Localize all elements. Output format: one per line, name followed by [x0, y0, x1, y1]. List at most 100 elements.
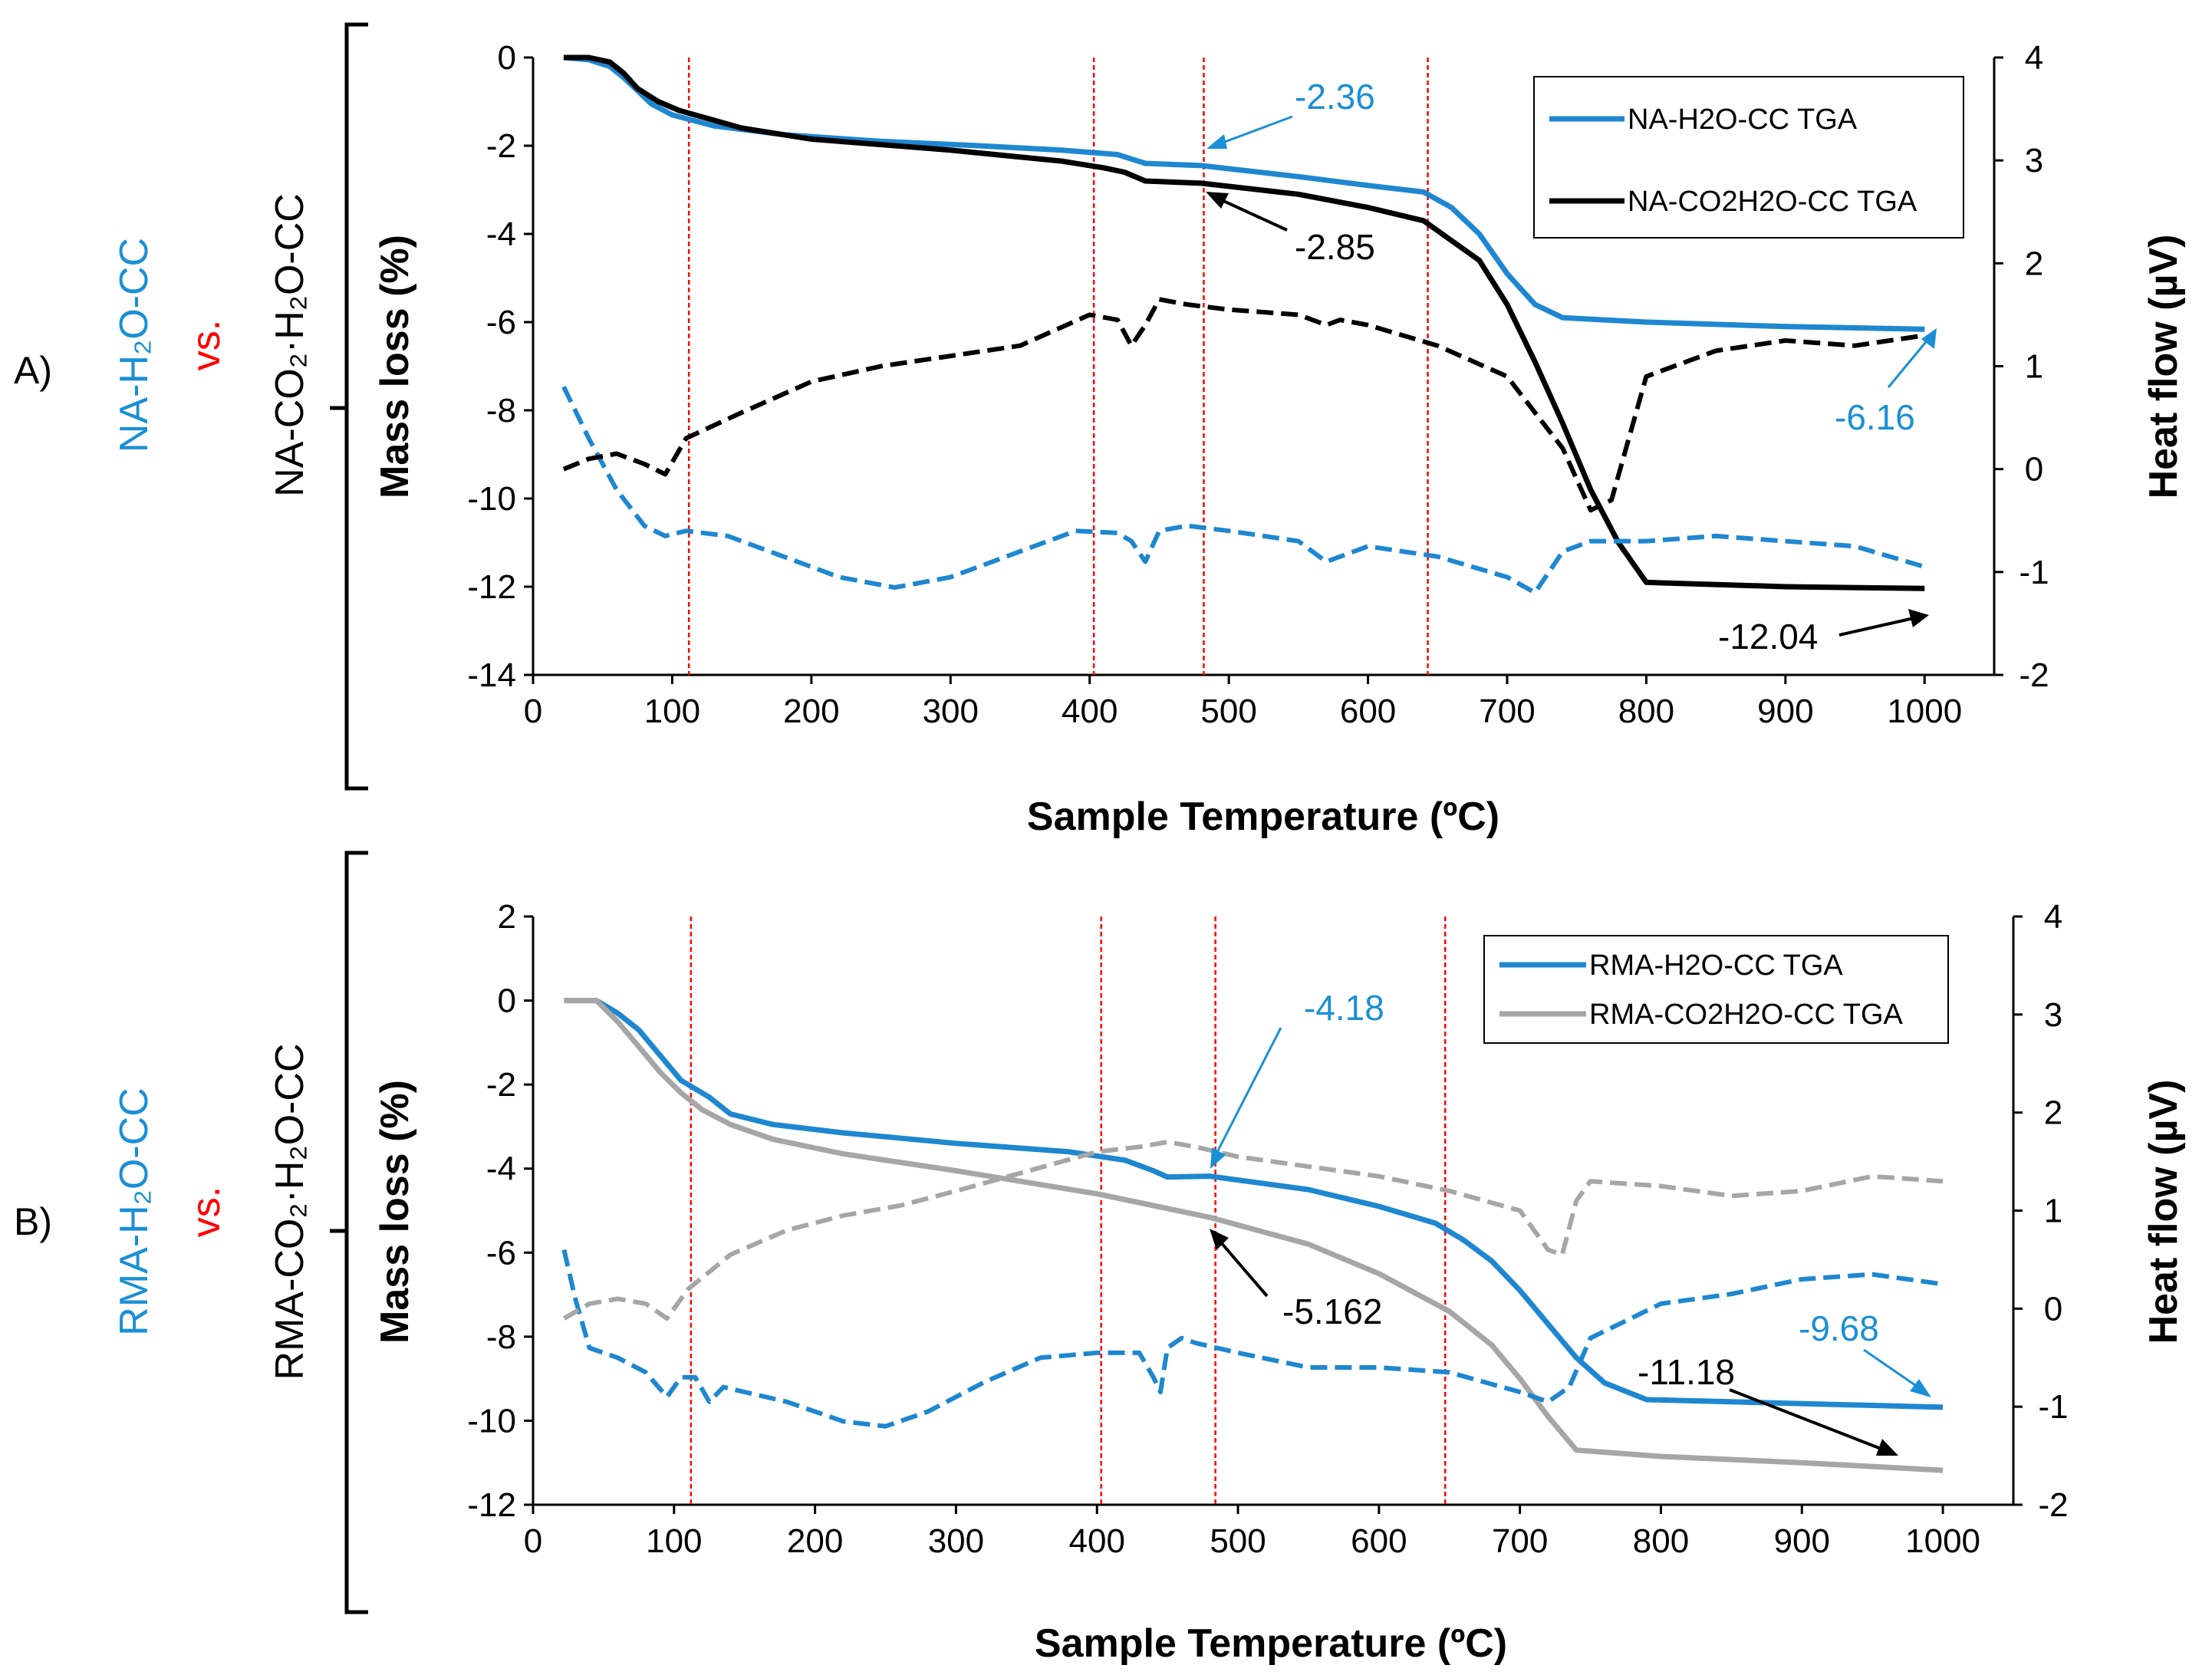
panel-b-legend-box: [1483, 935, 1949, 1044]
panel-a-side-vs: vs.: [184, 320, 229, 370]
panel-a-annotation-arrow-3: [1887, 333, 1934, 388]
panel-b-legend-label-2: RMA-CO2H2O-CC TGA: [1589, 999, 1904, 1031]
panel-a-y-tick-label: -6: [486, 304, 516, 341]
panel-a-y2-tick-label: 4: [2025, 39, 2043, 77]
panel-b-annotation-arrow-4: [1729, 1388, 1884, 1451]
panel-b-x-tick-label: 0: [524, 1522, 542, 1560]
panel-a: A) NA-H₂O-CC vs. NA-CO₂·H₂O-CC 0 100 200 30…: [14, 22, 2186, 839]
panel-a-xlabel: Sample Temperature (ºC): [1027, 795, 1499, 839]
panel-b-x-tick-label: 900: [1774, 1522, 1830, 1560]
panel-a-y2-tick-label: 3: [2025, 142, 2043, 179]
panel-b-y2-tick-label: 3: [2044, 996, 2062, 1034]
panel-a-x-tick-label: 100: [644, 693, 700, 730]
panel-a-x-tick-label: 0: [524, 693, 542, 730]
panel-b-ylabel: Mass loss (%): [373, 1080, 417, 1344]
panel-a-x-tick-label: 400: [1062, 693, 1118, 730]
panel-b-x-tick-label: 1000: [1905, 1522, 1980, 1560]
panel-a-y-tick-label: -4: [486, 216, 516, 253]
panel-b-annotation-arrowhead-1: [1210, 1147, 1226, 1169]
panel-a-annotation-arrow-4: [1838, 617, 1914, 637]
panel-a-series-1: [563, 54, 1925, 591]
panel-a-legend-label-2: NA-CO2H2O-CC TGA: [1628, 186, 1917, 218]
panel-a-y-tick-label: -12: [467, 568, 516, 606]
panel-a-legend-box: [1533, 76, 1964, 239]
panel-a-y-tick-label: -14: [467, 657, 516, 694]
panel-b-y2-tick-label: -2: [2038, 1486, 2068, 1524]
panel-b-x-tick-label: 500: [1210, 1522, 1266, 1560]
panel-b-bracket: [344, 851, 368, 1614]
panel-b-y2-tick-label: 4: [2044, 898, 2062, 936]
panel-b-annotation-arrowhead-3: [1910, 1379, 1931, 1397]
panel-a-y-tick-label: -10: [467, 480, 516, 518]
panel-b-x-tick-label: 700: [1492, 1522, 1548, 1560]
panel-a-side-label-2: NA-CO₂·H₂O-CC: [268, 193, 312, 497]
panel-b-y-tick-label: 0: [498, 982, 516, 1020]
panel-b-x-tick-label: 600: [1351, 1522, 1407, 1560]
panel-b-y2label: Heat flow (µV): [2141, 1080, 2186, 1344]
panel-b-series-0: [564, 998, 1944, 1410]
panel-b-y2-tick-label: 1: [2044, 1193, 2062, 1230]
panel-a-y-tick-label: 0: [498, 39, 516, 77]
panel-b-x-tick-label: 800: [1633, 1522, 1689, 1560]
panel-a-x-tick-label: 200: [783, 693, 839, 730]
panel-b-series-1: [564, 998, 1944, 1473]
panel-b: B) RMA-H₂O-CC vs. RMA-CO₂·H₂O-CC 0 100 200…: [14, 851, 2186, 1666]
panel-b-annotation-arrowhead-2: [1210, 1229, 1229, 1250]
panel-b-annotation-arrow-2: [1214, 1235, 1269, 1298]
panel-a-y-tick-label: -8: [486, 392, 516, 429]
panel-a-x-tick-label: 1000: [1887, 693, 1962, 730]
panel-a-label: A): [14, 349, 52, 392]
panel-a-x-tick-label: 600: [1340, 693, 1396, 730]
panel-a-x-tick-label: 800: [1618, 693, 1674, 730]
panel-b-annotation-arrowhead-4: [1876, 1439, 1898, 1456]
panel-a-annotation-arrowhead-3: [1921, 328, 1937, 349]
panel-b-y-tick-label: -2: [486, 1066, 516, 1104]
panel-a-annotation-1: -2.36: [1295, 77, 1375, 117]
panel-b-x-tick-label: 200: [787, 1522, 843, 1560]
panel-b-y2-tick-label: -1: [2038, 1388, 2068, 1426]
panel-a-series-3: [562, 297, 1925, 513]
panel-b-y-tick-label: -8: [486, 1318, 516, 1356]
panel-b-x-tick-label: 300: [928, 1522, 984, 1560]
panel-b-y-tick-label: 2: [498, 898, 516, 936]
panel-a-y2-tick-label: 0: [2025, 451, 2043, 489]
panel-b-side-label-1: RMA-H₂O-CC: [112, 1088, 156, 1335]
panel-a-y2-tick-label: -1: [2019, 554, 2049, 591]
panel-b-legend-label-1: RMA-H2O-CC TGA: [1589, 949, 1843, 982]
panel-a-series-2: [561, 385, 1926, 595]
panel-b-side-vs: vs.: [184, 1186, 229, 1237]
panel-b-annotation-arrow-1: [1212, 1027, 1282, 1160]
panel-a-annotation-3: -6.16: [1835, 397, 1915, 437]
panel-a-y-tick-label: -2: [486, 127, 516, 165]
panel-b-y-tick-label: -6: [486, 1234, 516, 1272]
panel-a-y2-tick-label: 1: [2025, 348, 2043, 386]
panel-a-series-0: [563, 54, 1925, 332]
panel-b-side-label-2: RMA-CO₂·H₂O-CC: [268, 1044, 312, 1380]
panel-a-y2-tick-label: 2: [2025, 245, 2043, 282]
panel-a-y2-tick-label: -2: [2019, 657, 2049, 694]
panel-a-legend-label-1: NA-H2O-CC TGA: [1628, 104, 1858, 136]
panel-b-y-tick-label: -10: [467, 1402, 516, 1440]
panel-b-x-tick-label: 100: [646, 1522, 702, 1560]
panel-b-series-3: [562, 1140, 1944, 1321]
panel-a-annotation-2: -2.85: [1295, 227, 1375, 267]
panel-a-x-tick-label: 700: [1479, 693, 1535, 730]
panel-b-label: B): [14, 1200, 52, 1243]
panel-a-y2label: Heat flow (µV): [2141, 235, 2186, 499]
panel-b-y2-tick-label: 2: [2044, 1094, 2062, 1132]
panel-b-x-tick-label: 400: [1069, 1522, 1125, 1560]
panel-b-series-2: [561, 1249, 1944, 1429]
panel-a-x-tick-label: 300: [923, 693, 979, 730]
panel-b-annotation-1: -4.18: [1304, 988, 1384, 1028]
panel-a-side-label-1: NA-H₂O-CC: [112, 238, 156, 452]
panel-a-annotation-4: -12.04: [1718, 617, 1818, 657]
panel-b-y-tick-label: -4: [486, 1150, 516, 1188]
panel-a-bracket: [344, 22, 368, 791]
panel-b-annotation-4: -11.18: [1638, 1352, 1735, 1392]
panel-b-y-tick-label: -12: [467, 1486, 516, 1524]
panel-a-x-tick-label: 500: [1200, 693, 1256, 730]
panel-a-annotation-arrowhead-4: [1908, 609, 1929, 627]
panel-b-y2-tick-label: 0: [2044, 1290, 2062, 1328]
panel-a-ylabel: Mass loss (%): [373, 235, 417, 499]
panel-b-xlabel: Sample Temperature (ºC): [1035, 1621, 1507, 1666]
